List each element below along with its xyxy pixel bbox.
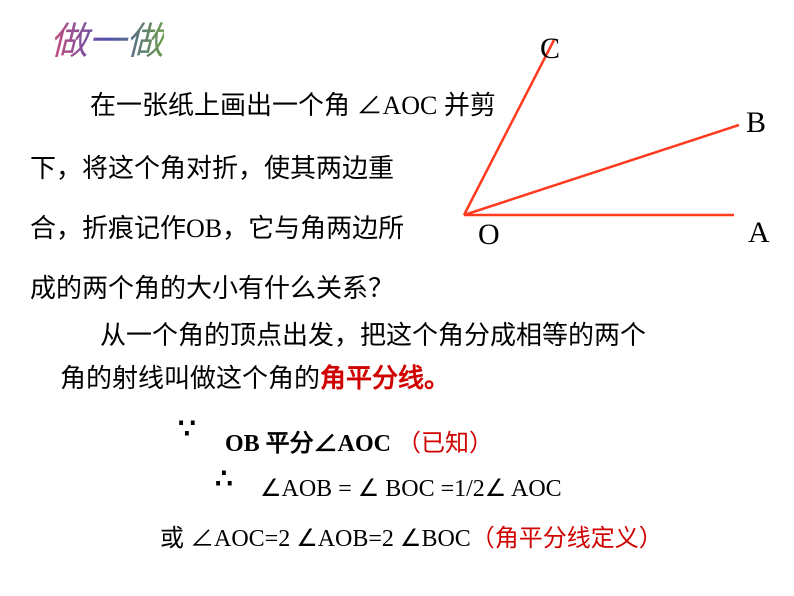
proof-conclusion-note: （角平分线定义） <box>471 526 663 552</box>
therefore-symbol: ∴ <box>215 462 233 496</box>
proof-conclusion: 或 ∠AOC=2 ∠AOB=2 ∠BOC <box>160 526 471 552</box>
definition-line-1: 从一个角的顶点出发，把这个角分成相等的两个 <box>100 315 646 357</box>
proof-given-note: （已知） <box>397 431 493 457</box>
angle-diagram <box>444 35 784 245</box>
title-text: 做一做 <box>50 21 164 63</box>
ray-OB <box>464 125 739 215</box>
paragraph-line-3: 合，折痕记作OB，它与角两边所 <box>30 208 404 250</box>
definition-highlight: 角平分线。 <box>320 364 450 393</box>
paragraph-line-4: 成的两个角的大小有什么关系？ <box>30 268 394 310</box>
title-heading: 做一做 <box>50 10 164 65</box>
proof-line-2: ∠AOB = ∠ BOC =1/2∠ AOC <box>260 470 562 508</box>
paragraph-line-2: 下，将这个角对折，使其两边重 <box>30 148 394 190</box>
paragraph-line-1: 在一张纸上画出一个角 ∠AOC 并剪 <box>90 85 496 127</box>
proof-line-3: 或 ∠AOC=2 ∠AOB=2 ∠BOC（角平分线定义） <box>160 520 663 558</box>
definition-line-2: 角的射线叫做这个角的角平分线。 <box>60 358 450 400</box>
proof-line-1: OB 平分∠AOC （已知） <box>225 425 493 463</box>
vertex-label-B: B <box>746 106 766 140</box>
vertex-label-C: C <box>540 32 560 66</box>
vertex-label-A: A <box>748 216 770 250</box>
proof-given: OB 平分∠AOC <box>225 431 397 457</box>
definition-text: 角的射线叫做这个角的 <box>60 364 320 393</box>
angle-svg <box>444 35 784 245</box>
vertex-label-O: O <box>478 218 500 252</box>
because-symbol: ∵ <box>178 412 196 446</box>
